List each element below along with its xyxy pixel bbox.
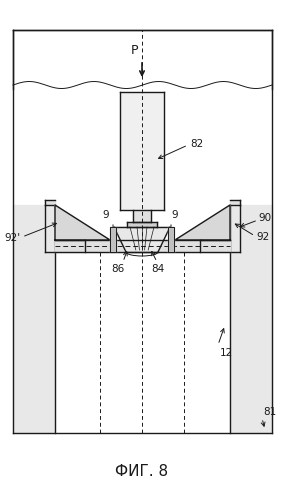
Text: P: P bbox=[130, 44, 138, 57]
Text: 92': 92' bbox=[4, 233, 20, 243]
Text: 82: 82 bbox=[190, 139, 203, 149]
Text: 9: 9 bbox=[103, 210, 109, 220]
Polygon shape bbox=[175, 205, 230, 240]
Text: 81: 81 bbox=[263, 407, 276, 417]
Text: 90: 90 bbox=[258, 213, 271, 223]
Text: ФИГ. 8: ФИГ. 8 bbox=[115, 464, 168, 479]
Polygon shape bbox=[55, 205, 110, 240]
Text: 9: 9 bbox=[172, 210, 178, 220]
Text: 92: 92 bbox=[256, 232, 269, 242]
Polygon shape bbox=[114, 227, 170, 252]
Text: 86: 86 bbox=[111, 264, 125, 274]
Text: 84: 84 bbox=[151, 264, 165, 274]
Text: 12: 12 bbox=[220, 348, 233, 358]
